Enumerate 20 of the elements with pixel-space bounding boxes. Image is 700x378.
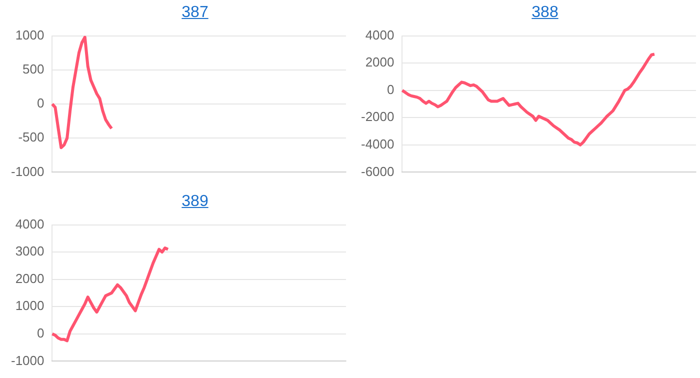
y-tick-label: -4000	[361, 136, 394, 152]
y-tick-label: 0	[37, 326, 44, 340]
y-tick-label: 0	[387, 82, 394, 97]
y-tick-label: -2000	[361, 109, 394, 124]
y-tick-label: 2000	[365, 54, 394, 70]
y-tick-label: -500	[18, 130, 44, 145]
y-tick-label: 500	[22, 61, 44, 76]
chart-title: 389	[182, 193, 208, 210]
y-tick-label: -1000	[11, 352, 44, 368]
y-tick-label: 2000	[15, 270, 44, 286]
y-tick-label: 4000	[365, 27, 394, 42]
y-tick-label: 1000	[15, 27, 44, 42]
y-tick-label: 3000	[15, 244, 44, 259]
y-tick-label: 1000	[15, 298, 44, 314]
chart-title: 388	[532, 4, 558, 21]
y-tick-label: -6000	[361, 164, 394, 179]
chart-title: 387	[182, 4, 208, 21]
y-tick-label: 0	[37, 96, 44, 111]
y-tick-label: -1000	[11, 164, 44, 179]
y-tick-label: 4000	[15, 216, 44, 232]
